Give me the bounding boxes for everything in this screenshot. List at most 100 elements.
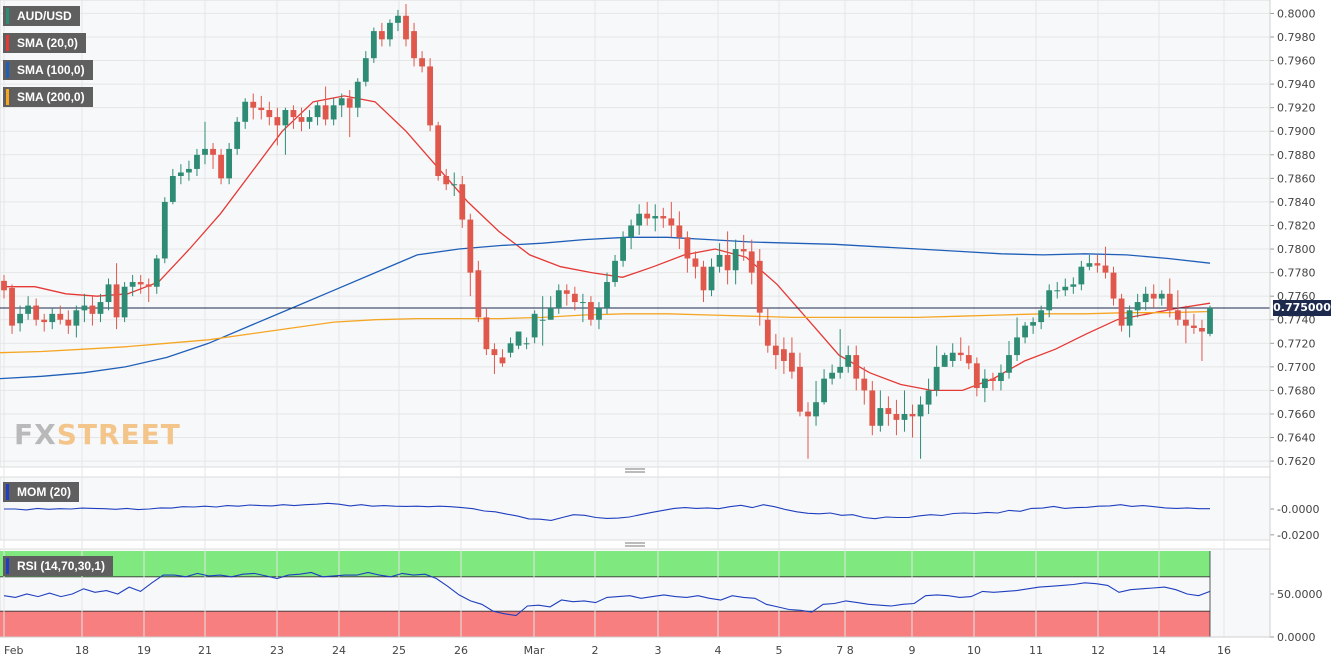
legend-sma20-label: SMA (20,0) — [17, 36, 78, 50]
candle-up — [1070, 284, 1077, 287]
rsi-oversold-zone — [0, 611, 1210, 637]
candle-down — [266, 110, 273, 118]
candle-up — [354, 81, 361, 108]
price-tick-label: 0.7780 — [1277, 267, 1316, 280]
candle-up — [628, 225, 635, 238]
legend-sma20[interactable]: SMA (20,0) — [3, 33, 86, 53]
candle-down — [885, 408, 892, 414]
candle-down — [65, 319, 72, 326]
candle-up — [161, 201, 168, 259]
candle-up — [925, 390, 932, 405]
mom-swatch — [6, 484, 9, 500]
time-tick-label: 24 — [332, 644, 346, 657]
candle-down — [290, 110, 297, 118]
candle-up — [507, 343, 514, 353]
candle-down — [378, 31, 385, 40]
candle-up — [1207, 307, 1213, 334]
time-tick-label: 16 — [1217, 644, 1231, 657]
candle-down — [797, 366, 803, 412]
candle-down — [764, 319, 771, 346]
legend-sma100[interactable]: SMA (100,0) — [3, 60, 93, 80]
candle-up — [387, 22, 393, 40]
candle-up — [612, 260, 618, 283]
oscillator-lines — [3, 502, 1211, 617]
candle-up — [1030, 322, 1037, 326]
candle-up — [1142, 293, 1149, 303]
time-tick-label: 11 — [1029, 644, 1043, 657]
candle-down — [957, 352, 964, 356]
price-tick-label: 0.7680 — [1277, 384, 1316, 397]
candle-up — [153, 258, 160, 287]
candle-up — [555, 290, 562, 308]
candle-up — [1126, 310, 1133, 326]
axis-labels: 0.8000 0.7980 0.7960 0.7940 0.7920 0.7900 0.78… — [0, 7, 1323, 657]
legend-rsi[interactable]: RSI (14,70,30,1) — [3, 556, 114, 576]
candle-down — [1094, 263, 1101, 266]
grid-lines — [0, 0, 1270, 637]
candle-down — [660, 216, 667, 219]
watermark-fx: FX — [14, 418, 57, 451]
price-tick-label: 0.7640 — [1277, 432, 1316, 445]
candle-down — [1102, 265, 1109, 273]
candle-down — [1174, 310, 1181, 320]
candle-up — [845, 355, 852, 367]
candle-down — [772, 345, 779, 356]
candle-up — [1078, 266, 1085, 285]
candle-up — [813, 402, 819, 417]
time-tick-label: 2 — [592, 644, 599, 657]
time-tick-label: 5 — [776, 644, 783, 657]
candle-up — [81, 305, 88, 311]
time-tick-label: 14 — [1152, 644, 1166, 657]
candle-down — [403, 15, 409, 40]
time-tick-label: 3 — [655, 644, 662, 657]
legend-symbol[interactable]: AUD/USD — [3, 6, 80, 26]
candle-up — [105, 284, 112, 303]
candle-down — [861, 378, 868, 391]
price-tick-label: 0.7840 — [1277, 196, 1316, 209]
time-tick-label: 19 — [137, 644, 151, 657]
candle-up — [282, 110, 289, 126]
candle-up — [620, 237, 626, 261]
candle-up — [877, 408, 884, 426]
candle-up — [1062, 286, 1069, 291]
candle-down — [684, 237, 691, 259]
candle-down — [419, 58, 425, 67]
candle-down — [756, 260, 763, 313]
time-tick-label: 26 — [454, 644, 468, 657]
legend-sma200[interactable]: SMA (200,0) — [3, 87, 93, 107]
mom-line — [4, 502, 1210, 521]
candle-down — [588, 302, 594, 320]
candle-up — [1054, 290, 1061, 292]
candle-down — [298, 117, 305, 122]
candle-down — [644, 213, 651, 219]
candle-down — [9, 287, 15, 326]
candle-down — [1182, 319, 1189, 326]
candle-up — [531, 313, 538, 338]
candle-down — [990, 378, 996, 381]
price-tick-label: 0.7660 — [1277, 408, 1316, 421]
time-tick-label: Mar — [524, 644, 545, 657]
rsi-tick-label: 50.0000 — [1277, 588, 1323, 601]
candle-up — [1014, 337, 1020, 356]
candle-down — [258, 107, 265, 111]
candle-down — [1110, 272, 1117, 299]
candle-down — [676, 225, 683, 238]
candle-down — [210, 148, 216, 155]
time-tick-label: 10 — [967, 644, 981, 657]
panel-resize-handles[interactable] — [625, 468, 645, 547]
candle-down — [724, 254, 731, 271]
mom-tick-label: -0.0000 — [1277, 503, 1319, 516]
time-tick-label: 23 — [270, 644, 284, 657]
legend-mom[interactable]: MOM (20) — [3, 482, 79, 502]
candle-down — [41, 319, 48, 323]
candle-down — [869, 390, 876, 426]
price-tick-label: 0.7800 — [1277, 243, 1316, 256]
legend-symbol-label: AUD/USD — [17, 9, 72, 23]
candle-up — [547, 307, 554, 320]
candle-down — [33, 305, 40, 320]
legend-sma200-label: SMA (200,0) — [17, 90, 85, 104]
candle-up — [998, 372, 1004, 381]
sma100-swatch — [6, 62, 9, 78]
candle-down — [443, 176, 450, 185]
candle-down — [1191, 325, 1197, 328]
